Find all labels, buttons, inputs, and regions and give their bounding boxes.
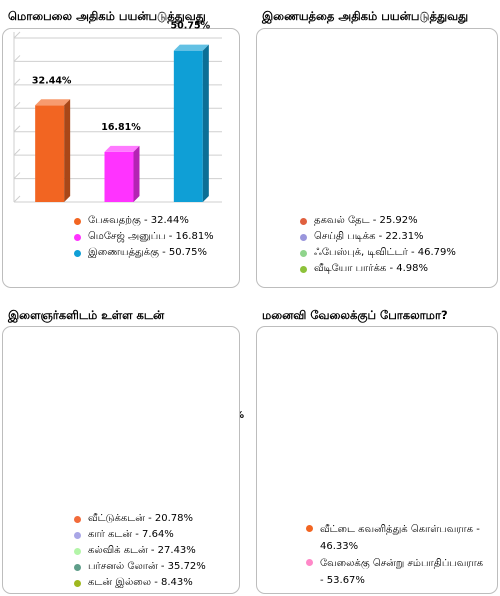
legend-item: கார் கடன் - 7.64% xyxy=(74,527,206,543)
legend-swatch xyxy=(306,525,313,532)
bar-side xyxy=(64,99,71,202)
legend-item: கடன் இல்லை - 8.43% xyxy=(74,575,206,591)
legend-swatch xyxy=(74,515,81,523)
legend-swatch xyxy=(74,217,81,225)
legend-label: வேலைக்கு சென்று சம்பாதிப்பவராக - 53.67% xyxy=(320,558,484,586)
legend-item: பேசுவதற்கு - 32.44% xyxy=(74,213,214,229)
legend-label: கார் கடன் - 7.64% xyxy=(88,529,174,540)
bar-top xyxy=(104,145,140,152)
gridline xyxy=(13,101,21,109)
chart-frame xyxy=(2,326,240,594)
chart-legend: வீட்டுக்கடன் - 20.78% கார் கடன் - 7.64% … xyxy=(74,511,206,591)
bar xyxy=(104,151,134,202)
legend-swatch xyxy=(74,233,81,241)
bar-top xyxy=(173,44,209,51)
legend-item: கல்விக் கடன் - 27.43% xyxy=(74,543,206,559)
chart-title: இணையத்தை அதிகம் பயன்படுத்துவது xyxy=(262,9,469,23)
legend-item: ஃபேஸ்புக், டிவிட்டர் - 46.79% xyxy=(300,245,456,261)
legend-swatch xyxy=(74,579,81,587)
legend-label: கடன் இல்லை - 8.43% xyxy=(88,577,193,588)
legend-swatch xyxy=(74,563,81,571)
legend-item: வீட்டுக்கடன் - 20.78% xyxy=(74,511,206,527)
data-label: 32.44% xyxy=(32,75,72,86)
legend-swatch xyxy=(306,559,313,566)
chart-legend: வீட்டை கவனித்துக் கொள்பவராக - 46.33% வேல… xyxy=(306,521,486,589)
bar-side xyxy=(202,44,209,202)
legend-item: தகவல் தேட - 25.92% xyxy=(300,213,456,229)
legend-item: வேலைக்கு சென்று சம்பாதிப்பவராக - 53.67% xyxy=(306,555,486,589)
legend-item: இணையத்துக்கு - 50.75% xyxy=(74,245,214,261)
legend-label: ஃபேஸ்புக், டிவிட்டர் - 46.79% xyxy=(314,247,456,258)
legend-swatch xyxy=(300,265,307,273)
chart-frame xyxy=(256,326,498,594)
legend-label: மெசேஜ் அனுப்ப - 16.81% xyxy=(88,231,214,242)
chart-legend: பேசுவதற்கு - 32.44% மெசேஜ் அனுப்ப - 16.8… xyxy=(74,213,214,261)
data-label: 16.81% xyxy=(101,122,141,133)
legend-label: இணையத்துக்கு - 50.75% xyxy=(88,247,207,258)
gridline xyxy=(13,125,21,133)
legend-swatch xyxy=(300,217,307,225)
bar xyxy=(35,105,65,202)
chart-title: மொபைலை அதிகம் பயன்படுத்துவது xyxy=(8,9,206,23)
gridline xyxy=(13,78,21,86)
legend-swatch xyxy=(74,547,81,555)
legend-label: செய்தி படிக்க - 22.31% xyxy=(314,231,424,242)
legend-swatch xyxy=(300,233,307,241)
legend-label: பேசுவதற்கு - 32.44% xyxy=(88,215,189,226)
legend-item: வீட்டை கவனித்துக் கொள்பவராக - 46.33% xyxy=(306,521,486,555)
chart-title: இளைஞர்களிடம் உள்ள கடன் xyxy=(8,308,165,322)
legend-item: செய்தி படிக்க - 22.31% xyxy=(300,229,456,245)
legend-label: தகவல் தேட - 25.92% xyxy=(314,215,418,226)
bar-side xyxy=(133,145,140,202)
legend-label: கல்விக் கடன் - 27.43% xyxy=(88,545,196,556)
chart-frame xyxy=(256,28,498,288)
gridline xyxy=(13,195,21,203)
data-label: 50.75% xyxy=(171,21,211,32)
legend-item: மெசேஜ் அனுப்ப - 16.81% xyxy=(74,229,214,245)
legend-label: பர்சனல் லோன் - 35.72% xyxy=(88,561,206,572)
legend-label: வீட்டை கவனித்துக் கொள்பவராக - 46.33% xyxy=(320,524,480,552)
legend-item: பர்சனல் லோன் - 35.72% xyxy=(74,559,206,575)
legend-swatch xyxy=(74,531,81,539)
legend-item: வீடியோ பார்க்க - 4.98% xyxy=(300,261,456,277)
legend-label: வீட்டுக்கடன் - 20.78% xyxy=(88,513,193,524)
gridline xyxy=(13,31,21,39)
bar xyxy=(173,50,203,202)
gridline xyxy=(13,148,21,156)
legend-swatch xyxy=(300,249,307,257)
gridline xyxy=(13,172,21,179)
legend-label: வீடியோ பார்க்க - 4.98% xyxy=(314,263,429,274)
gridline xyxy=(13,55,21,62)
legend-swatch xyxy=(74,249,81,257)
chart-title: மனைவி வேலைக்குப் போகலாமா? xyxy=(262,308,448,322)
bar-top xyxy=(35,99,71,106)
chart-legend: தகவல் தேட - 25.92% செய்தி படிக்க - 22.31… xyxy=(300,213,456,277)
